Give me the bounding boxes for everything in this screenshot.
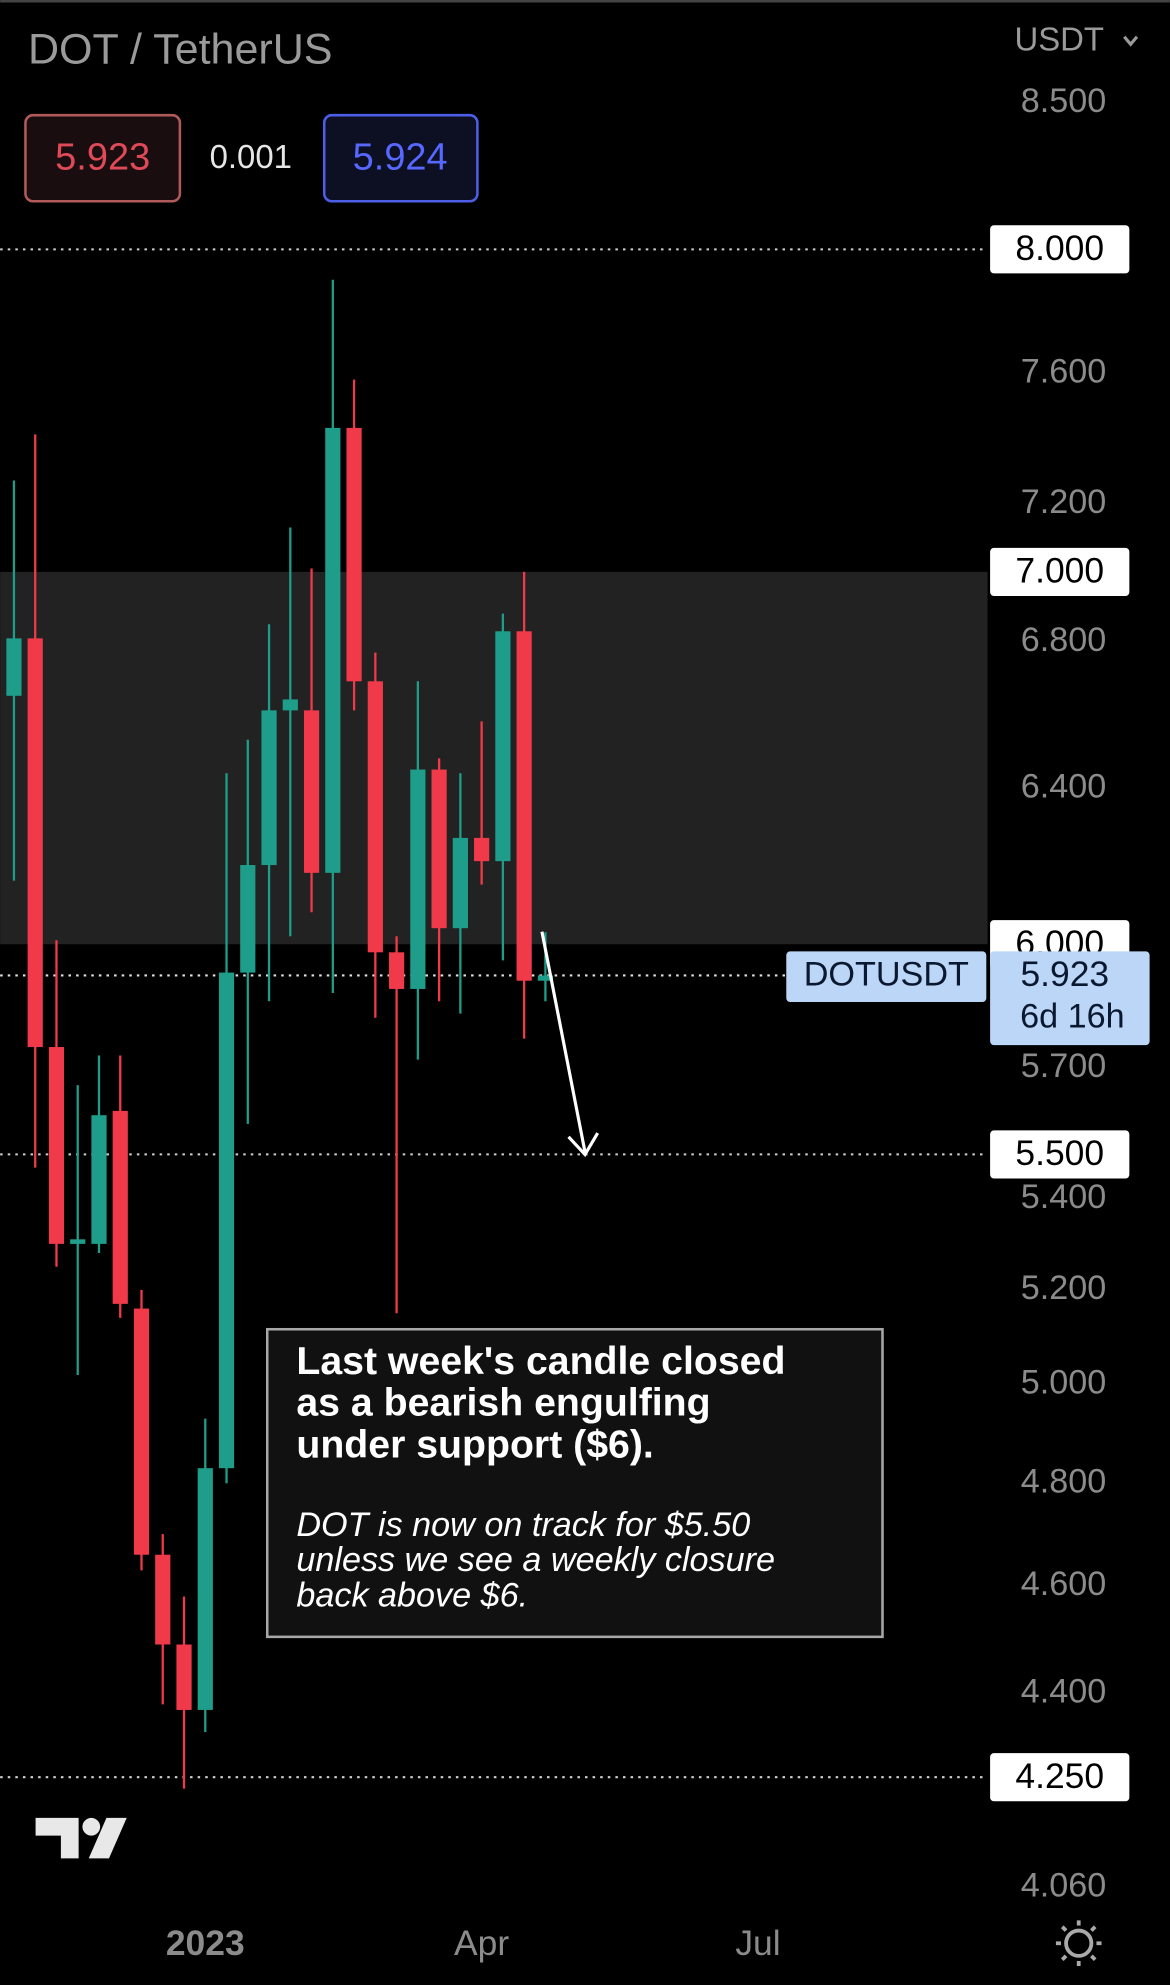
y-tick-label: 4.800: [1021, 1462, 1107, 1500]
candle-body: [431, 769, 447, 929]
tradingview-logo: [35, 1817, 127, 1859]
countdown-label: 6d 16h: [1020, 998, 1125, 1036]
candle-body: [537, 975, 553, 981]
level-label: 8.000: [1015, 228, 1104, 268]
y-tick-label: 5.200: [1021, 1269, 1107, 1307]
overlay: 8.500 7.600 7.200 6.800 6.400 5.700 5.400 5.200…: [166, 82, 1150, 1963]
y-tick-label: 6.800: [1021, 621, 1107, 659]
y-tick-label: 5.700: [1021, 1047, 1107, 1085]
annotation-box: [265, 1327, 884, 1639]
symbol-label: DOTUSDT: [804, 956, 969, 994]
arrow-line: [540, 931, 587, 1153]
candle-body: [325, 427, 341, 873]
candle-body: [474, 837, 490, 862]
y-tick-label: 4.400: [1021, 1672, 1107, 1710]
candle-body: [346, 427, 362, 682]
ask-button[interactable]: 5.924: [322, 113, 479, 203]
candle-body: [133, 1308, 150, 1555]
symbol-title: DOT / TetherUS: [28, 25, 333, 73]
candle-body: [410, 769, 426, 989]
candle-body: [70, 1239, 86, 1244]
spread: 0.001: [210, 138, 292, 175]
candle-body: [197, 1468, 213, 1710]
candle-body: [282, 699, 298, 711]
currency-selector[interactable]: USDT: [1014, 20, 1139, 57]
annotation-body: back above $6.: [296, 1577, 528, 1615]
level-label-box: [990, 547, 1130, 596]
level-label: 5.500: [1015, 1133, 1104, 1173]
support-zone: [0, 571, 988, 945]
candle-body: [218, 972, 235, 1469]
sun-rays[interactable]: [1055, 1920, 1102, 1967]
candle-body: [91, 1115, 107, 1244]
candle-body: [176, 1644, 192, 1710]
price-box: [990, 951, 1150, 1046]
y-tick-label: 7.600: [1021, 352, 1107, 390]
candle-body: [240, 865, 256, 973]
plot-area: [0, 248, 988, 1789]
ask-box[interactable]: [322, 113, 479, 203]
candle-body: [495, 631, 511, 862]
logo-part: [82, 1817, 101, 1836]
candle-body: [155, 1554, 171, 1645]
candle-body: [389, 952, 405, 989]
symbol-box: [786, 951, 987, 1003]
bid-button[interactable]: 5.923: [24, 113, 182, 203]
y-tick-label: 5.000: [1021, 1364, 1107, 1402]
candle-body: [48, 1047, 65, 1244]
x-tick-label: 2023: [166, 1923, 245, 1963]
y-tick-label: 4.600: [1021, 1565, 1107, 1603]
x-tick-label: Jul: [735, 1923, 780, 1963]
logo-part: [35, 1817, 79, 1859]
annotation-body: DOT is now on track for $5.50: [296, 1506, 750, 1544]
projection-arrow: [540, 931, 600, 1158]
y-tick-label: 8.500: [1021, 82, 1107, 120]
y-tick-label: 5.400: [1021, 1178, 1107, 1216]
candle-body: [112, 1110, 128, 1304]
level-label-box: [990, 225, 1130, 274]
x-tick-label: Apr: [454, 1923, 509, 1963]
annotation-body: unless we see a weekly closure: [296, 1541, 775, 1579]
candle-body: [261, 710, 277, 866]
bid-box[interactable]: [24, 113, 182, 203]
level-label: 4.250: [1015, 1756, 1104, 1796]
sun-core[interactable]: [1064, 1928, 1094, 1958]
y-tick-label: 6.400: [1021, 767, 1107, 805]
annotation-headline: under support ($6).: [296, 1422, 653, 1466]
ask-price[interactable]: 5.924: [353, 137, 448, 179]
y-tick-label: 4.060: [1021, 1867, 1107, 1905]
bid-price[interactable]: 5.923: [55, 137, 150, 179]
candle-body: [367, 681, 383, 953]
level-label: 7.000: [1015, 551, 1104, 591]
dropdown-chevron: [1123, 35, 1139, 47]
logo-part: [88, 1817, 127, 1859]
annotation-headline: Last week's candle closed: [296, 1339, 785, 1383]
candle-body: [516, 631, 532, 981]
level-label-box: [990, 1753, 1130, 1802]
candle-body: [303, 710, 320, 873]
settings-icon[interactable]: [1055, 1920, 1102, 1967]
arrow-head: [567, 1132, 600, 1158]
annotation-headline: as a bearish engulfing: [296, 1381, 710, 1425]
candle-body: [27, 638, 43, 1048]
currency-label[interactable]: USDT: [1014, 20, 1104, 57]
candle-body: [452, 837, 468, 929]
price-label: 5.923: [1020, 954, 1109, 994]
y-tick-label: 7.200: [1021, 483, 1107, 521]
candle-body: [6, 638, 22, 696]
level-label-box: [990, 1130, 1130, 1179]
